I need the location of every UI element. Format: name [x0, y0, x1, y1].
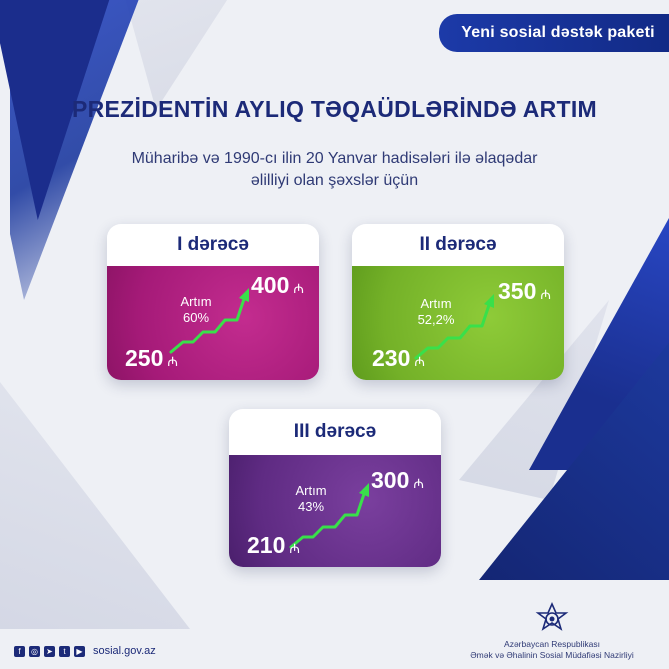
new-amount: 400 ₼ — [251, 272, 304, 299]
increase-percent: 43% — [297, 499, 325, 514]
card-body: Artım 52,2% 230 ₼ 350 ₼ — [352, 266, 564, 380]
degree-card-1: I dərəcə Artım 60% 250 ₼ 400 ₼ — [107, 224, 319, 380]
header-badge: Yeni sosial dəstək paketi — [439, 14, 669, 52]
manat-icon: ₼ — [414, 354, 425, 369]
card-heading: I dərəcə — [107, 224, 319, 266]
instagram-icon[interactable]: ◎ — [29, 645, 40, 657]
new-amount-value: 350 — [498, 278, 537, 304]
degree-card-3: III dərəcə Artım 43% 210 ₼ 300 ₼ — [229, 409, 441, 567]
increase-label: Artım — [420, 296, 452, 311]
card-heading: III dərəcə — [229, 409, 441, 455]
manat-icon: ₼ — [289, 541, 300, 556]
manat-icon: ₼ — [167, 354, 178, 369]
new-amount: 300 ₼ — [371, 467, 424, 494]
page-title: PREZİDENTİN AYLIQ TƏQAÜDLƏRİNDƏ ARTIM — [71, 96, 598, 122]
increase-label: Artım — [295, 483, 327, 498]
old-amount: 210 ₼ — [247, 532, 300, 559]
website-link[interactable]: sosial.gov.az — [93, 645, 156, 657]
old-amount-value: 250 — [125, 345, 164, 371]
increase-label: Artım — [180, 294, 212, 309]
twitter-icon[interactable]: t — [59, 645, 70, 657]
growth-arrow-icon — [414, 294, 494, 360]
ministry-line2: Əmək və Əhalinin Sosial Müdafiəsi Nazirl… — [470, 650, 634, 660]
card-heading: II dərəcə — [352, 224, 564, 266]
ministry-line1: Azərbaycan Respublikası — [504, 639, 600, 649]
new-amount-value: 300 — [371, 467, 410, 493]
youtube-icon[interactable]: ▶ — [74, 645, 85, 657]
bg-shard — [0, 369, 190, 629]
ministry-logo: Azərbaycan Respublikası Əmək və Əhalinin… — [447, 602, 657, 661]
facebook-icon[interactable]: f — [14, 645, 25, 657]
ministry-emblem-icon — [535, 602, 569, 631]
footer-social: f ◎ ➤ t ▶ sosial.gov.az — [14, 645, 156, 657]
increase-percent: 52,2% — [417, 312, 455, 327]
increase-info: Artım 60% — [171, 294, 221, 326]
old-amount-value: 230 — [372, 345, 411, 371]
increase-percent: 60% — [182, 310, 210, 325]
growth-arrow-icon — [289, 483, 369, 549]
bg-shard — [120, 0, 240, 110]
old-amount-value: 210 — [247, 532, 286, 558]
degree-card-2: II dərəcə Artım 52,2% 230 ₼ 350 ₼ — [352, 224, 564, 380]
manat-icon: ₼ — [540, 287, 551, 302]
increase-info: Artım 43% — [281, 483, 341, 515]
subtitle-line: əlilliyi olan şəxslər üçün — [250, 172, 419, 189]
card-body: Artım 60% 250 ₼ 400 ₼ — [107, 266, 319, 380]
manat-icon: ₼ — [293, 281, 304, 296]
growth-arrow-icon — [169, 288, 249, 354]
old-amount: 250 ₼ — [125, 345, 178, 372]
increase-info: Artım 52,2% — [406, 296, 466, 328]
page-subtitle: Müharibə və 1990-cı ilin 20 Yanvar hadis… — [0, 148, 669, 192]
card-body: Artım 43% 210 ₼ 300 ₼ — [229, 455, 441, 567]
old-amount: 230 ₼ — [372, 345, 425, 372]
new-amount-value: 400 — [251, 272, 290, 298]
telegram-icon[interactable]: ➤ — [44, 645, 55, 657]
subtitle-line: Müharibə və 1990-cı ilin 20 Yanvar hadis… — [131, 150, 538, 167]
new-amount: 350 ₼ — [498, 278, 551, 305]
manat-icon: ₼ — [413, 476, 424, 491]
